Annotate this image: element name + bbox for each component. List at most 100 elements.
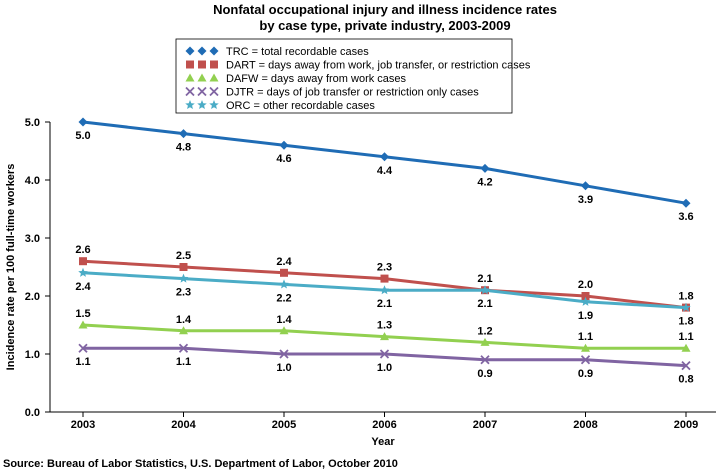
y-tick-label: 0.0 — [25, 407, 40, 419]
data-point — [78, 117, 88, 127]
legend: TRC = total recordable cases DART = days … — [175, 38, 531, 114]
data-point — [279, 140, 289, 150]
data-point-stroke-b — [279, 349, 289, 359]
data-point — [179, 263, 188, 271]
legend-item: DAFW = days away from work cases — [185, 73, 407, 85]
data-label: 1.1 — [176, 356, 191, 368]
data-point-stroke-b — [178, 343, 189, 353]
data-label: 1.3 — [377, 320, 392, 332]
data-point — [279, 349, 289, 359]
data-point-stroke-b — [681, 360, 691, 371]
legend-item: DART = days away from work, job transfer… — [186, 60, 531, 72]
data-label: 4.6 — [276, 153, 291, 165]
data-label: 2.0 — [578, 279, 593, 291]
data-point — [279, 279, 289, 289]
data-label: 2.5 — [176, 250, 191, 262]
y-axis-title: Incidence rate per 100 full-time workers — [5, 164, 17, 371]
series-star: 2.4 2.3 2.2 2.1 2.1 1.9 1.8 — [75, 267, 694, 328]
x-tick-label: 2004 — [171, 419, 196, 431]
data-label: 2.2 — [276, 292, 291, 304]
series-square: 2.6 2.5 2.4 2.3 2.1 2.0 1.8 — [75, 244, 694, 312]
data-label: 4.2 — [477, 176, 492, 188]
data-label: 0.9 — [477, 368, 492, 380]
chart-title-line2: by case type, private industry, 2003-200… — [259, 18, 510, 33]
y-tick-label: 4.0 — [25, 175, 40, 187]
data-label: 2.3 — [176, 287, 191, 299]
data-point-stroke-b — [480, 355, 490, 365]
legend-marker — [197, 86, 207, 97]
data-point — [380, 152, 389, 162]
data-point — [79, 257, 87, 266]
x-tick-label: 2006 — [372, 419, 396, 431]
data-label: 3.9 — [578, 194, 593, 206]
legend-marker-stroke-b — [197, 86, 207, 97]
data-label: 5.0 — [75, 130, 90, 142]
data-point — [580, 355, 591, 365]
data-point — [380, 332, 389, 341]
data-label: 1.8 — [678, 316, 693, 328]
legend-marker — [210, 60, 218, 69]
source-note: Source: Bureau of Labor Statistics, U.S.… — [3, 458, 398, 470]
x-tick-label: 2008 — [573, 419, 597, 431]
data-label: 2.3 — [377, 262, 392, 274]
series-line — [82, 120, 687, 205]
data-point — [480, 337, 490, 346]
legend-marker — [209, 100, 219, 110]
data-point — [280, 268, 288, 277]
legend-marker — [185, 100, 195, 110]
legend-marker — [198, 60, 206, 69]
data-label: 1.9 — [578, 310, 593, 322]
data-label: 1.0 — [276, 362, 291, 374]
legend-marker — [197, 46, 207, 56]
legend-marker — [186, 60, 194, 69]
data-point — [581, 292, 590, 300]
y-tick-label: 1.0 — [25, 349, 40, 361]
data-point — [580, 296, 591, 306]
x-tick-label: 2005 — [272, 419, 296, 431]
data-point — [178, 343, 189, 353]
data-label: 1.5 — [75, 308, 90, 320]
legend-item: TRC = total recordable cases — [185, 46, 369, 58]
data-label: 1.1 — [75, 356, 90, 368]
data-label: 0.8 — [678, 374, 693, 386]
data-point — [178, 273, 189, 283]
data-label: 2.4 — [75, 281, 91, 293]
data-label: 0.9 — [578, 368, 593, 380]
legend-item: ORC = other recordable cases — [185, 100, 375, 112]
data-point — [581, 181, 590, 191]
x-tick-label: 2007 — [473, 419, 497, 431]
data-point-stroke-b — [78, 343, 88, 353]
series-triangle: 1.5 1.4 1.4 1.3 1.2 1.1 1.1 — [75, 308, 694, 352]
data-point — [279, 326, 289, 335]
data-point — [179, 129, 188, 139]
data-label: 2.1 — [377, 298, 392, 310]
data-point — [480, 163, 490, 173]
data-point-stroke-b — [580, 355, 591, 365]
y-tick-label: 5.0 — [25, 117, 40, 129]
data-point — [379, 349, 390, 359]
data-label: 2.1 — [477, 273, 492, 285]
legend-marker — [209, 73, 219, 82]
data-point — [480, 355, 490, 365]
legend-marker — [197, 73, 207, 82]
x-tick-label: 2009 — [674, 419, 698, 431]
x-tick-label: 2003 — [71, 419, 95, 431]
data-point — [681, 343, 691, 352]
x-axis-title: Year — [371, 436, 395, 448]
data-label: 3.6 — [678, 211, 693, 223]
data-label: 1.8 — [678, 291, 693, 303]
data-point — [78, 343, 88, 353]
legend-item: DJTR = days of job transfer or restricti… — [185, 86, 479, 99]
data-point — [480, 285, 490, 295]
legend-marker — [185, 46, 195, 56]
data-point — [179, 326, 188, 335]
data-label: 4.4 — [377, 165, 393, 177]
y-tick-label: 2.0 — [25, 291, 40, 303]
legend-marker — [185, 86, 195, 97]
y-tick-label: 3.0 — [25, 233, 40, 245]
data-label: 1.4 — [176, 314, 192, 326]
data-label: 1.1 — [578, 331, 593, 343]
data-point — [581, 343, 590, 352]
legend-label: DAFW = days away from work cases — [226, 73, 407, 85]
data-point — [379, 285, 390, 295]
